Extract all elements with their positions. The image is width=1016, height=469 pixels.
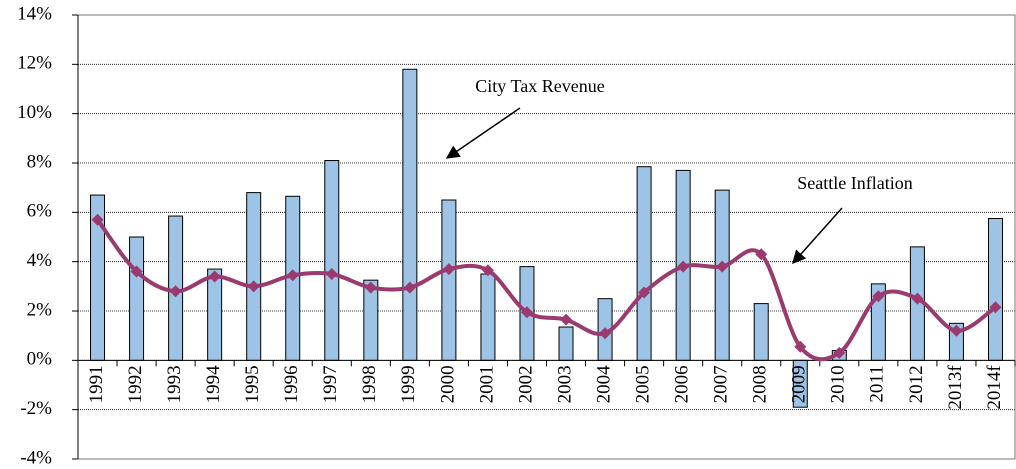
bar: [246, 192, 262, 361]
line-marker: [286, 269, 299, 282]
bar: [558, 326, 574, 361]
y-tick-label: 14%: [17, 3, 52, 24]
bar: [714, 189, 730, 361]
x-tick-label: 1996: [281, 365, 302, 403]
x-tick-label: 1997: [320, 365, 341, 403]
bar: [129, 236, 145, 361]
bar: [480, 273, 496, 361]
y-tick-label: -2%: [20, 398, 52, 419]
line-marker: [208, 270, 221, 283]
line-marker: [520, 306, 533, 319]
line-marker: [599, 327, 612, 340]
x-tick-label: 2014f: [984, 365, 1005, 410]
x-tick-label: 2008: [750, 365, 771, 403]
line: [95, 218, 997, 362]
bar: [324, 160, 340, 361]
x-tick-label: 1991: [86, 365, 107, 403]
line-marker: [364, 281, 377, 294]
bar: [987, 218, 1003, 361]
x-tick-label: 1994: [203, 365, 224, 404]
annotation: Seattle Inflation: [797, 173, 912, 193]
line-marker: [638, 286, 651, 299]
line-marker: [481, 264, 494, 277]
y-tick-label: 8%: [27, 151, 53, 172]
line-marker: [247, 280, 260, 293]
line-marker: [989, 301, 1002, 314]
x-tick-label: 2003: [554, 365, 575, 403]
line-marker: [91, 213, 104, 226]
line-marker: [794, 340, 807, 353]
x-tick-label: 2006: [672, 365, 693, 403]
y-tick-label: 2%: [27, 299, 53, 320]
bar: [753, 303, 769, 361]
y-tick-label: -4%: [20, 447, 52, 468]
y-tick-label: 6%: [27, 201, 53, 222]
annotation: City Tax Revenue: [475, 76, 604, 96]
line-marker: [911, 292, 924, 305]
line-marker: [442, 263, 455, 276]
x-tick-label: 1999: [398, 365, 419, 403]
line-marker: [325, 268, 338, 280]
y-tick-label: 12%: [17, 53, 52, 74]
bar: [636, 166, 652, 361]
line-marker: [677, 260, 690, 273]
annotation-arrow: [792, 207, 843, 265]
line-marker: [403, 281, 416, 294]
line-marker: [833, 346, 846, 359]
line-marker: [169, 285, 182, 298]
x-tick-label: 1993: [164, 365, 185, 403]
x-tick-label: 2012: [906, 365, 927, 403]
x-tick-label: 2004: [593, 365, 614, 404]
x-tick-label: 2010: [828, 365, 849, 403]
x-tick-label: 2002: [515, 365, 536, 403]
x-tick-label: 2011: [867, 365, 888, 402]
line-marker: [560, 313, 573, 326]
y-tick-label: 0%: [27, 349, 53, 370]
x-tick-label: 2009: [789, 365, 810, 403]
line-marker: [755, 248, 768, 261]
x-tick-label: 1995: [242, 365, 263, 403]
y-tick-label: 10%: [17, 102, 52, 123]
bar: [207, 268, 223, 361]
x-tick-label: 1992: [125, 365, 146, 403]
x-tick-label: 1998: [359, 365, 380, 403]
y-tick-label: 4%: [27, 250, 53, 271]
line-marker: [130, 265, 143, 278]
x-tick-label: 2007: [711, 365, 732, 403]
line-marker: [716, 260, 729, 273]
x-tick-label: 2000: [437, 365, 458, 403]
line-marker: [872, 290, 885, 303]
x-tick-label: 2013f: [945, 365, 966, 410]
annotation-arrow: [445, 107, 521, 159]
bar: [402, 68, 418, 361]
x-tick-label: 2005: [632, 365, 653, 403]
x-tick-label: 2001: [476, 365, 497, 403]
line-marker: [950, 324, 963, 337]
bar: [441, 199, 457, 361]
